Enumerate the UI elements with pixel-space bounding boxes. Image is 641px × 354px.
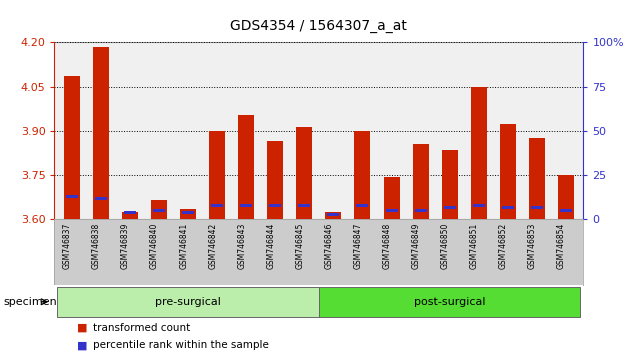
Text: GSM746854: GSM746854 [557,223,566,269]
Text: GSM746838: GSM746838 [92,223,101,269]
Bar [64,76,80,219]
Bar [354,131,370,219]
Bar [356,204,369,207]
Text: GSM746853: GSM746853 [528,223,537,269]
Bar [444,206,456,209]
Bar [180,209,196,219]
Text: percentile rank within the sample: percentile rank within the sample [93,341,269,350]
Text: GSM746851: GSM746851 [470,223,479,269]
Bar [385,209,397,212]
Bar [472,204,485,207]
Text: GSM746842: GSM746842 [208,223,217,269]
Bar [151,200,167,219]
Text: GSM746850: GSM746850 [440,223,449,269]
Text: transformed count: transformed count [93,323,190,333]
Text: specimen: specimen [3,297,57,307]
Bar [560,209,572,212]
Bar [415,209,427,212]
Bar [558,175,574,219]
Text: GSM746849: GSM746849 [412,223,420,269]
Text: GSM746840: GSM746840 [150,223,159,269]
Bar [500,124,516,219]
Bar [328,213,340,216]
Bar [319,287,580,317]
Bar [124,211,136,214]
Bar [66,195,78,198]
Bar [326,212,342,219]
Bar [267,141,283,219]
Bar [238,115,254,219]
Bar [502,206,513,209]
Text: GSM746848: GSM746848 [383,223,392,269]
Bar [122,212,138,219]
Bar [58,287,319,317]
Text: GSM746837: GSM746837 [63,223,72,269]
Bar [298,204,310,207]
Text: pre-surgical: pre-surgical [155,297,221,307]
Bar [442,150,458,219]
Text: post-surgical: post-surgical [414,297,485,307]
Text: GSM746839: GSM746839 [121,223,130,269]
Bar [269,204,281,207]
Bar [413,144,429,219]
Bar [240,204,253,207]
Text: ■: ■ [77,341,87,350]
Text: GSM746852: GSM746852 [499,223,508,269]
Text: GDS4354 / 1564307_a_at: GDS4354 / 1564307_a_at [231,19,407,34]
Bar [470,87,487,219]
Text: ■: ■ [77,323,87,333]
Bar [383,177,399,219]
Text: GSM746844: GSM746844 [266,223,276,269]
Bar [209,131,225,219]
Bar [95,197,107,200]
Text: GSM746845: GSM746845 [296,223,304,269]
Text: GSM746841: GSM746841 [179,223,188,269]
Text: GSM746847: GSM746847 [353,223,362,269]
Bar [531,206,543,209]
Bar [182,211,194,214]
Bar [296,127,312,219]
Text: GSM746843: GSM746843 [237,223,246,269]
Bar [93,47,109,219]
Bar [529,138,545,219]
Text: GSM746846: GSM746846 [324,223,333,269]
Bar [211,204,223,207]
Bar [153,209,165,212]
